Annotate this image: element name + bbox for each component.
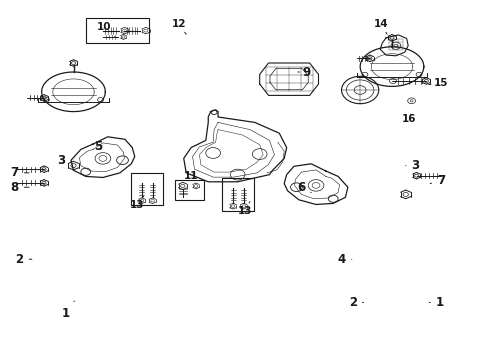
Text: 2: 2: [349, 296, 364, 309]
Text: 13: 13: [130, 196, 145, 210]
Text: 2: 2: [16, 253, 32, 266]
Text: 8: 8: [11, 181, 29, 194]
Bar: [86, 18, 149, 43]
Text: 4: 4: [338, 253, 352, 266]
Text: 7: 7: [430, 174, 445, 186]
Text: 10: 10: [97, 22, 116, 38]
Text: 1: 1: [62, 301, 74, 320]
Text: 15: 15: [429, 78, 448, 88]
Text: 6: 6: [297, 181, 311, 194]
Text: 9: 9: [298, 66, 310, 78]
Bar: [175, 180, 204, 200]
Bar: [222, 178, 254, 211]
Text: 3: 3: [57, 154, 71, 167]
Text: 14: 14: [374, 19, 389, 34]
Text: 16: 16: [402, 114, 416, 124]
Text: 1: 1: [429, 296, 444, 309]
Text: 12: 12: [172, 19, 186, 34]
Text: 11: 11: [184, 171, 198, 181]
Text: 7: 7: [11, 166, 29, 179]
Bar: [131, 173, 163, 205]
Text: 3: 3: [406, 159, 419, 172]
Text: 5: 5: [94, 140, 102, 153]
Text: 13: 13: [238, 202, 252, 216]
